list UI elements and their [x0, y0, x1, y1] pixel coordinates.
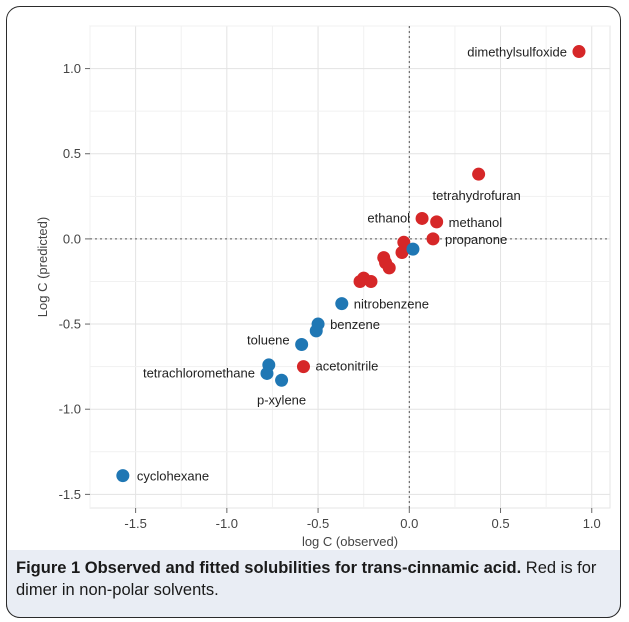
data-point-red	[364, 274, 378, 288]
data-point-blue	[275, 373, 289, 387]
data-point-blue	[406, 242, 420, 256]
x-tick-label: -1.5	[124, 516, 146, 531]
data-point-red	[397, 235, 411, 249]
point-label-nitrobenzene: nitrobenzene	[354, 297, 429, 312]
x-tick-label: -1.0	[216, 516, 238, 531]
y-axis-label: Log C (predicted)	[35, 217, 50, 317]
data-point-blue	[335, 297, 349, 311]
data-point-red	[296, 360, 310, 374]
plot-area	[89, 25, 611, 509]
data-point-blue	[116, 469, 130, 483]
point-label-p-xylene: p-xylene	[257, 392, 306, 407]
point-label-propanone: propanone	[445, 232, 507, 247]
caption-text: Red is for dimer in non-polar solvents.	[16, 559, 597, 599]
point-label-dimethylsulfoxide: dimethylsulfoxide	[467, 45, 567, 60]
data-point-red	[382, 261, 396, 275]
caption-title: Figure 1 Observed and fitted solubilitie…	[16, 559, 522, 577]
data-point-blue	[309, 324, 323, 338]
y-tick-label: -0.5	[59, 317, 81, 332]
x-tick-label: 0.5	[491, 516, 509, 531]
data-point-red	[353, 274, 367, 288]
data-point-red	[415, 211, 429, 225]
caption-band	[6, 550, 621, 618]
point-label-toluene: toluene	[247, 332, 290, 347]
y-tick-label: -1.0	[59, 402, 81, 417]
y-tick-label: 1.0	[63, 61, 81, 76]
y-tick-label: 0.5	[63, 146, 81, 161]
data-point-blue	[260, 366, 274, 380]
data-point-red	[472, 167, 486, 181]
data-point-red	[430, 215, 444, 229]
data-point-red	[395, 246, 409, 260]
x-tick-label: 0.0	[400, 516, 418, 531]
point-label-cyclohexane: cyclohexane	[137, 469, 209, 484]
figure-caption: Figure 1 Observed and fitted solubilitie…	[16, 557, 612, 601]
x-axis-label: log C (observed)	[302, 534, 398, 549]
point-label-ethanol: ethanol	[367, 210, 410, 225]
point-label-tetrachloromethane: tetrachloromethane	[143, 365, 255, 380]
y-tick-label: -1.5	[59, 487, 81, 502]
point-label-methanol: methanol	[449, 215, 503, 230]
point-label-acetonitrile: acetonitrile	[315, 359, 378, 374]
y-tick-label: 0.0	[63, 231, 81, 246]
point-label-tetrahydrofuran: tetrahydrofuran	[433, 188, 521, 203]
data-point-blue	[295, 337, 309, 351]
x-tick-label: -0.5	[307, 516, 329, 531]
data-point-red	[426, 232, 440, 246]
data-point-red	[572, 45, 586, 59]
point-label-benzene: benzene	[330, 317, 380, 332]
x-tick-label: 1.0	[583, 516, 601, 531]
